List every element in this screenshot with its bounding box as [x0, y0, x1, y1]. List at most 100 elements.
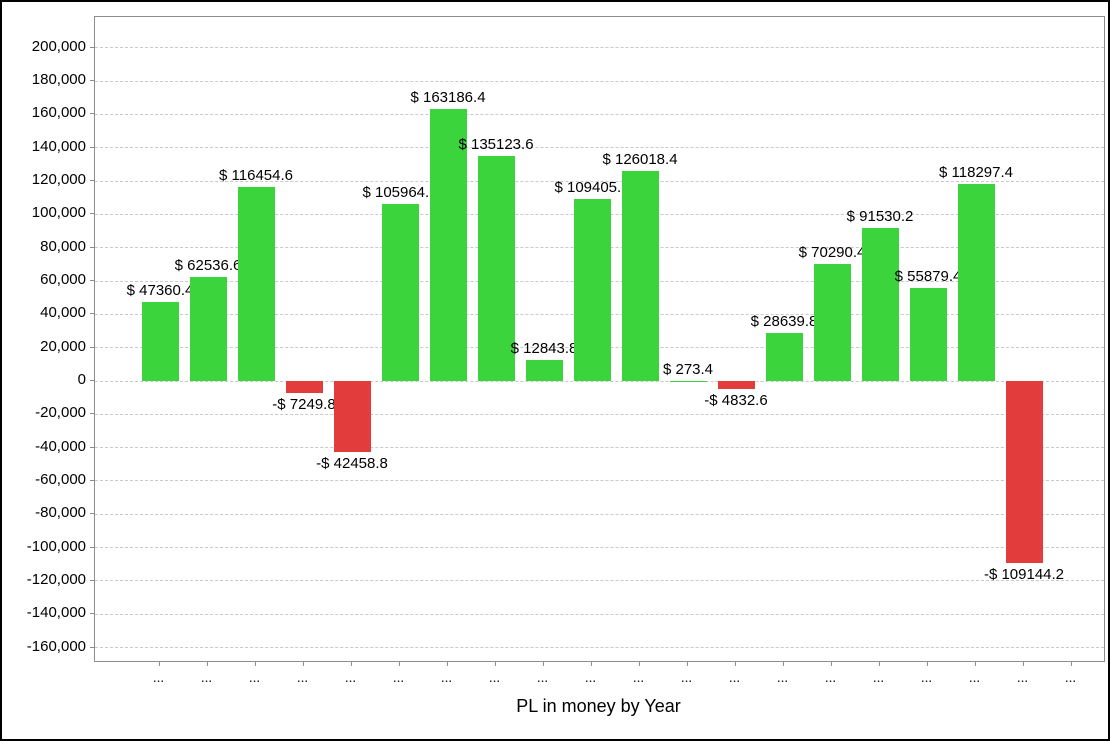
x-tick-label: ...	[729, 674, 741, 685]
y-tick-label: 160,000	[31, 104, 86, 122]
y-axis-tick	[90, 80, 95, 81]
x-tick-label: ...	[969, 674, 981, 685]
y-tick-label: 80,000	[40, 237, 86, 255]
bar-value-label: $ 55879.4	[894, 267, 962, 285]
positive-bar	[765, 333, 803, 381]
y-axis-tick	[90, 513, 95, 515]
y-tick-label: -140,000	[26, 604, 86, 622]
positive-bar	[909, 287, 947, 381]
bar-value-label: $ 62536.6	[174, 256, 242, 274]
bar-value-label: $ 70290.4	[798, 243, 866, 261]
positive-bar	[525, 359, 563, 381]
gridline	[95, 547, 1104, 549]
x-tick-label: ...	[1065, 674, 1077, 685]
x-axis-tick	[159, 661, 160, 666]
bar-group: $ 91530.2	[847, 17, 913, 661]
x-tick-label: ...	[873, 674, 885, 685]
x-axis-tick	[687, 661, 688, 666]
y-tick-label: 200,000	[31, 37, 86, 55]
y-tick-label: -40,000	[35, 437, 86, 455]
negative-bar	[1005, 381, 1043, 563]
y-tick-label: 120,000	[31, 171, 86, 188]
y-axis-tick	[90, 113, 95, 115]
x-tick-label: ...	[825, 674, 837, 685]
x-axis-tick	[255, 661, 256, 666]
positive-bar	[813, 263, 851, 381]
x-tick-label: ...	[201, 674, 213, 685]
positive-bar	[621, 170, 659, 381]
bar-group: $ 118297.4	[939, 17, 1013, 661]
bar-group: $ 126018.4	[602, 17, 678, 661]
gridline	[95, 647, 1104, 649]
x-axis-tick	[543, 661, 544, 666]
x-tick-label: ...	[681, 674, 693, 685]
x-tick-label: ...	[249, 674, 261, 685]
y-axis-tick	[90, 479, 95, 481]
gridline	[95, 180, 1104, 182]
y-axis-tick	[90, 146, 95, 148]
bar-group: $ 62536.6	[175, 17, 241, 661]
gridline	[95, 380, 1104, 382]
y-axis-tick	[90, 613, 95, 615]
bar-group: $ 116454.6	[219, 17, 293, 661]
x-axis-tick	[1023, 661, 1024, 666]
bar-group: $ 109405.2	[554, 17, 630, 661]
bar-value-label: $ 105964.2	[362, 184, 438, 202]
bar-group: $ 105964.2	[362, 17, 438, 661]
gridline	[95, 580, 1104, 582]
negative-bar	[333, 381, 371, 452]
x-axis-tick	[879, 661, 880, 666]
y-tick-label: 20,000	[40, 337, 86, 355]
positive-bar	[477, 155, 515, 381]
x-axis-tick	[783, 661, 784, 666]
bar-value-label: $ 118297.4	[939, 163, 1013, 181]
y-axis-tick	[90, 180, 95, 181]
chart-title: PL in money by Year	[516, 696, 681, 716]
bar-group: $ 47360.4	[127, 17, 193, 661]
x-axis-tick	[639, 661, 640, 666]
bar-value-label: -$ 4832.6	[704, 392, 768, 410]
x-tick-label: ...	[393, 674, 405, 685]
x-axis-tick	[831, 661, 832, 666]
positive-bar	[381, 204, 419, 381]
positive-bar	[189, 276, 227, 381]
x-tick-label: ...	[921, 674, 933, 685]
y-tick-label: -80,000	[35, 504, 86, 522]
positive-bar	[957, 183, 995, 381]
gridline	[95, 47, 1104, 49]
y-tick-label: -120,000	[26, 570, 86, 588]
gridline	[95, 80, 1104, 82]
x-axis-tick	[447, 661, 448, 666]
bar-value-label: $ 116454.6	[219, 166, 293, 184]
bar-value-label: -$ 109144.2	[983, 565, 1065, 583]
bar-group: $ 273.4	[663, 17, 713, 661]
x-tick-label: ...	[633, 674, 645, 685]
x-tick-label: ...	[777, 674, 789, 685]
bar-value-label: -$ 42458.8	[316, 454, 388, 472]
y-tick-label: 100,000	[31, 204, 86, 222]
x-axis-tick	[399, 661, 400, 666]
bar-group: -$ 4832.6	[704, 17, 768, 661]
bar-group: $ 28639.8	[751, 17, 817, 661]
positive-bar	[237, 186, 275, 381]
x-tick-label: ...	[441, 674, 453, 685]
y-axis-tick	[90, 46, 95, 48]
y-axis-tick	[90, 413, 95, 415]
positive-bar	[861, 228, 899, 381]
bar-value-label: $ 109405.2	[554, 178, 630, 196]
bar-group: -$ 109144.2	[984, 17, 1064, 661]
x-axis-tick	[927, 661, 928, 666]
y-tick-label: 60,000	[40, 271, 86, 288]
y-axis-tick	[90, 346, 95, 348]
bar-group: $ 55879.4	[895, 17, 961, 661]
bar-group: $ 163186.4	[410, 17, 486, 661]
y-tick-label: -160,000	[26, 637, 86, 655]
plot-area: $ 47360.4 $ 62536.6 $ 116454.6 -$ 7249.8 -$ …	[94, 16, 1105, 662]
bar-group: $ 135123.6	[458, 17, 534, 661]
bar-value-label: $ 12843.8	[510, 339, 578, 357]
gridline	[95, 413, 1104, 415]
y-axis-tick	[90, 446, 95, 448]
negative-bar	[717, 381, 755, 390]
x-tick-label: ...	[489, 674, 501, 685]
